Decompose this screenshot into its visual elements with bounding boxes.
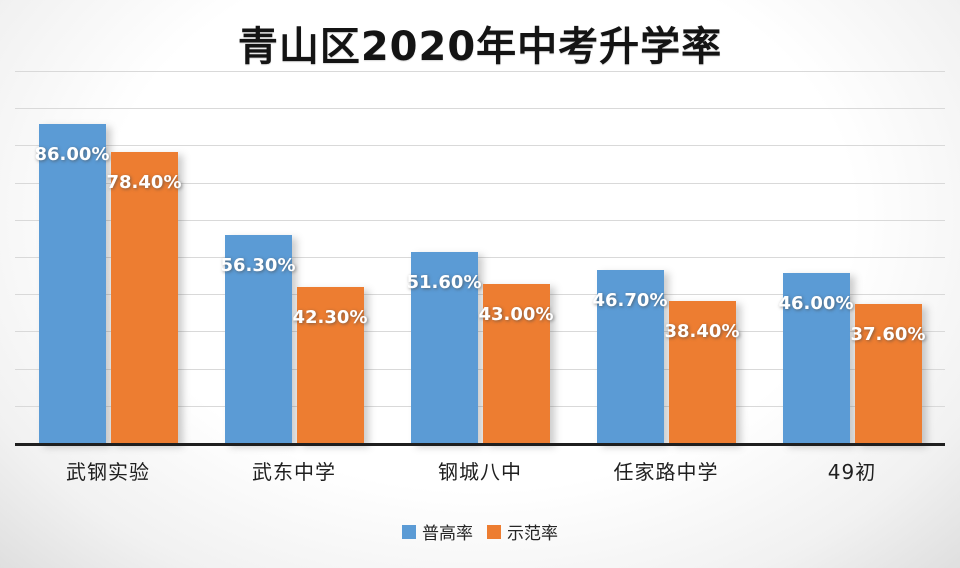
legend-item: 示范率 (487, 519, 558, 544)
bar-value-label: 42.30% (292, 306, 368, 328)
legend-label: 示范率 (507, 524, 558, 544)
x-axis-category-label: 49初 (827, 460, 877, 484)
bar-value-label: 46.70% (592, 290, 668, 312)
bar-series1-cat1: 42.30% (293, 286, 367, 444)
plot-area: 86.00% 78.40% 56.30% 42.30% 51.60% 43.00% 46.7… (15, 71, 945, 446)
legend-label: 普高率 (422, 524, 473, 544)
bar-value-label: 46.00% (778, 292, 854, 314)
bar-value-label: 56.30% (220, 254, 296, 276)
bar-value-label: 86.00% (34, 144, 110, 166)
bar-value-label: 51.60% (406, 272, 482, 294)
gridline (15, 257, 945, 258)
legend-item: 普高率 (402, 519, 473, 544)
bar-series0-cat1: 56.30% (221, 234, 295, 444)
legend: 普高率 示范率 (0, 519, 960, 544)
bar-group: 56.30% 42.30% (221, 72, 367, 444)
bar-group: 86.00% 78.40% (35, 72, 181, 444)
x-axis-category-label: 武钢实验 (66, 460, 150, 484)
gridline (15, 71, 945, 72)
legend-swatch-icon (487, 524, 501, 539)
bar-value-label: 43.00% (478, 304, 554, 326)
bar-groups: 86.00% 78.40% 56.30% 42.30% 51.60% 43.00% 46.7… (15, 72, 945, 444)
legend-swatch-icon (402, 524, 416, 539)
bar-value-label: 38.40% (664, 321, 740, 343)
gridline (15, 368, 945, 370)
x-axis-category-label: 任家路中学 (613, 460, 719, 484)
bar-group: 51.60% 43.00% (407, 72, 553, 444)
gridline (15, 145, 945, 147)
chart-title: 青山区2020年中考升学率 (237, 24, 723, 70)
gridline (15, 405, 945, 407)
bar-series1-cat2: 43.00% (479, 284, 553, 444)
gridline (15, 182, 945, 184)
x-axis-category-label: 钢城八中 (438, 460, 522, 484)
bar-value-label: 37.60% (850, 324, 926, 346)
gridline (15, 294, 945, 296)
bar-group: 46.00% 37.60% (779, 72, 925, 444)
x-axis-line (15, 443, 945, 446)
bar-series0-cat3: 46.70% (593, 270, 667, 444)
bar-series1-cat3: 38.40% (665, 301, 739, 444)
x-axis-category-label: 武东中学 (252, 460, 336, 484)
bar-series1-cat0: 78.40% (107, 152, 181, 444)
x-axis-labels: 武钢实验 武东中学 钢城八中 任家路中学 49初 (15, 444, 945, 485)
bar-group: 46.70% 38.40% (593, 72, 739, 444)
bar-series1-cat4: 37.60% (851, 304, 925, 444)
bar-value-label: 78.40% (106, 172, 182, 194)
bar-series0-cat0: 86.00% (35, 124, 109, 444)
gridline (15, 331, 945, 333)
bar-series0-cat2: 51.60% (407, 252, 481, 444)
gridline (15, 108, 945, 110)
gridline (15, 219, 945, 221)
bar-series0-cat4: 46.00% (779, 272, 853, 444)
